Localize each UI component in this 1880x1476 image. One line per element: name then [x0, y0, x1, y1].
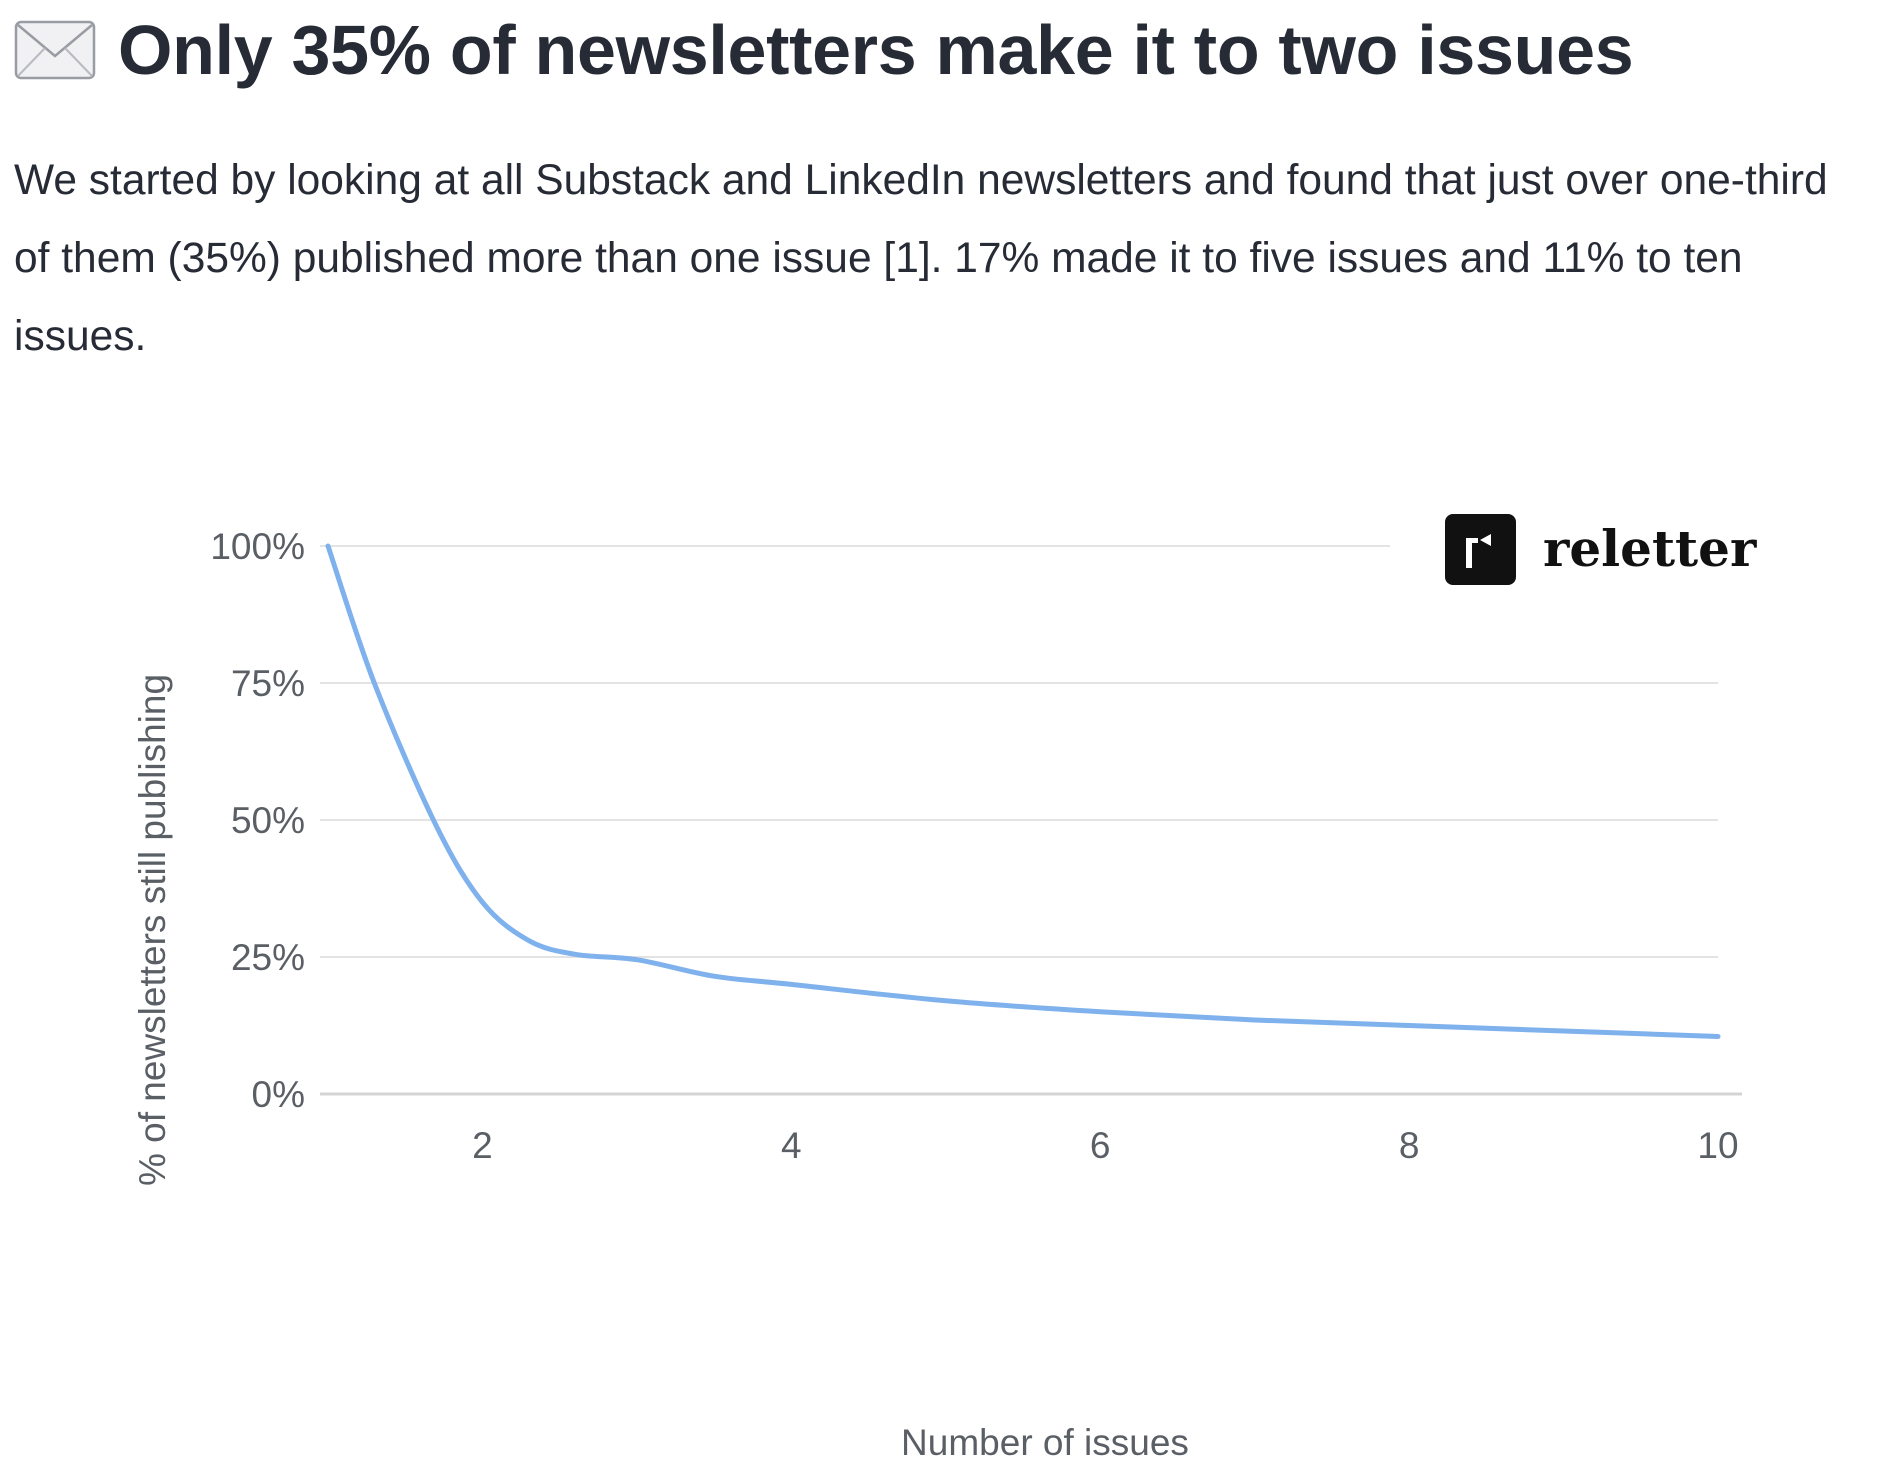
x-tick-label: 2 — [472, 1125, 493, 1166]
x-tick-label: 8 — [1399, 1125, 1420, 1166]
x-tick-label: 4 — [781, 1125, 802, 1166]
y-tick-label: 75% — [231, 663, 305, 704]
y-axis-title: % of newsletters still publishing — [132, 674, 173, 1186]
article-body: We started by looking at all Substack an… — [14, 157, 1828, 360]
survival-chart: 0% 25% 50% 75% 100% 2 4 6 8 10 % of newsletters … — [132, 514, 1757, 1463]
envelope-icon — [14, 20, 96, 80]
y-tick-label: 50% — [231, 800, 305, 841]
x-tick-label: 6 — [1090, 1125, 1111, 1166]
article-title: Only 35% of newsletters make it to two i… — [14, 10, 1634, 90]
chart-gridlines — [320, 545, 1742, 1096]
y-tick-label: 25% — [231, 937, 305, 978]
y-tick-label: 0% — [252, 1074, 305, 1115]
y-axis-ticks: 0% 25% 50% 75% 100% — [210, 526, 305, 1115]
x-tick-label: 10 — [1697, 1125, 1738, 1166]
reletter-logo-text: reletter — [1543, 519, 1757, 578]
article-title-text: Only 35% of newsletters make it to two i… — [118, 11, 1634, 89]
x-axis-ticks: 2 4 6 8 10 — [472, 1125, 1738, 1166]
series-line — [325, 543, 1721, 1039]
reletter-logo: reletter — [1445, 514, 1757, 585]
y-tick-label: 100% — [210, 526, 305, 567]
reletter-logo-icon — [1445, 514, 1516, 585]
x-axis-title: Number of issues — [901, 1422, 1189, 1463]
